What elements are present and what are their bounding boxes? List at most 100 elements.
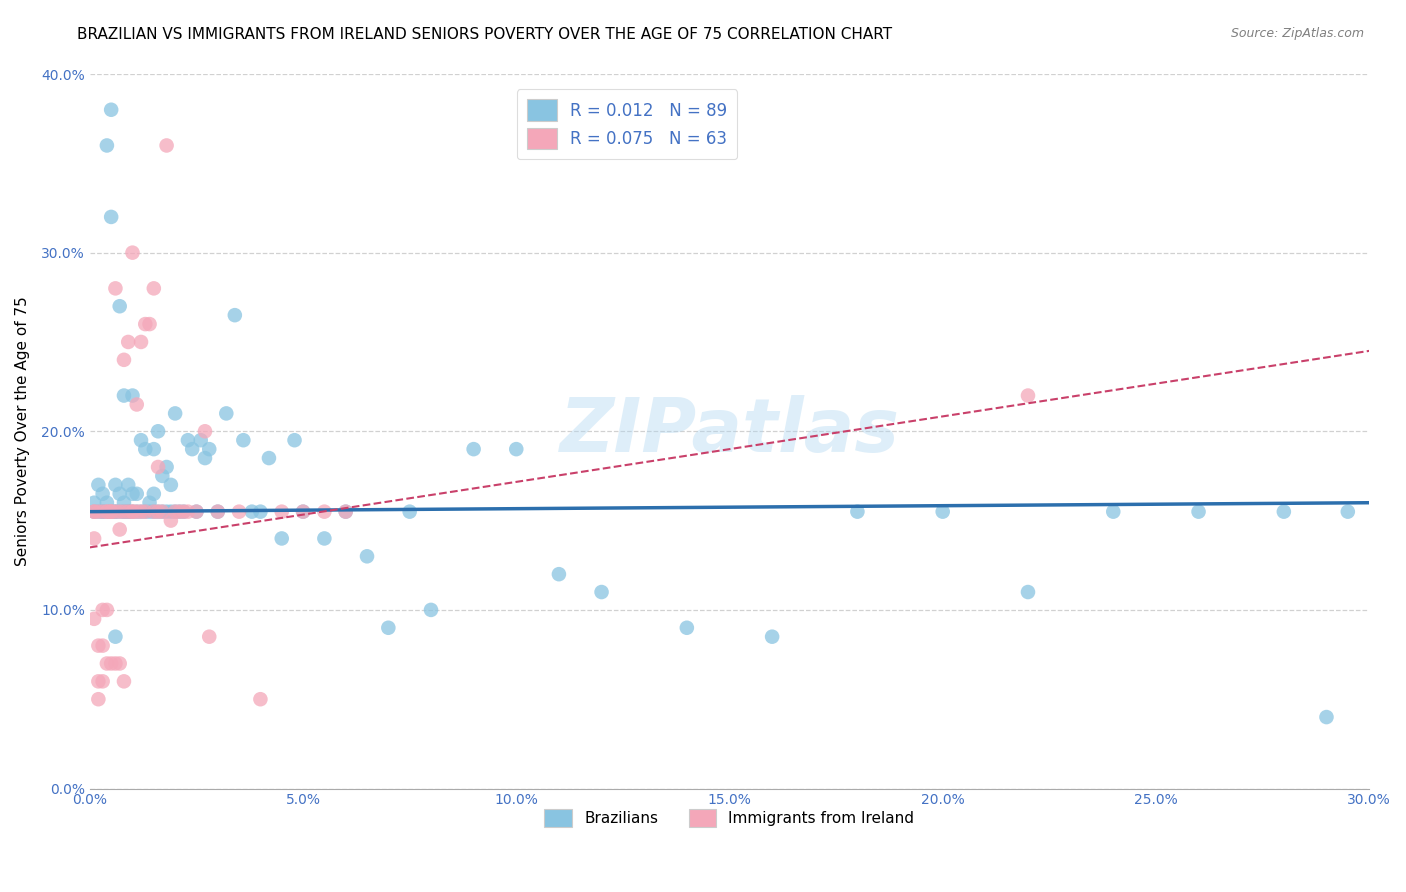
Text: ZIPatlas: ZIPatlas (560, 395, 900, 467)
Point (335, 505, 357, 519)
Point (121, 245, 143, 260)
Point (292, 505, 315, 519)
Point (117, 505, 139, 519)
Point (1102, 505, 1125, 519)
Point (104, 657, 127, 671)
Point (215, 406, 238, 420)
Point (83, 505, 105, 519)
Point (228, 505, 250, 519)
Point (186, 505, 208, 519)
Point (138, 505, 160, 519)
Point (169, 505, 191, 519)
Point (207, 505, 229, 519)
Point (108, 523, 131, 537)
Point (100, 505, 122, 519)
Point (91, 674, 114, 689)
Point (125, 505, 148, 519)
Point (146, 424, 169, 438)
Point (194, 424, 217, 438)
Point (108, 299, 131, 313)
Point (335, 505, 357, 519)
Point (83, 505, 105, 519)
Point (224, 308, 246, 322)
Point (177, 505, 200, 519)
Point (104, 478, 127, 492)
Point (87, 505, 110, 519)
Point (112, 505, 135, 519)
Point (100, 210, 122, 224)
Point (100, 505, 122, 519)
Point (198, 630, 221, 644)
Point (232, 434, 254, 448)
Point (108, 487, 131, 501)
Point (173, 505, 195, 519)
Point (96, 657, 118, 671)
Point (181, 442, 204, 457)
Point (169, 505, 191, 519)
Point (96, 505, 118, 519)
Point (283, 434, 305, 448)
Point (129, 334, 152, 349)
Y-axis label: Seniors Poverty Over the Age of 75: Seniors Poverty Over the Age of 75 (15, 296, 30, 566)
Point (198, 442, 221, 457)
Point (676, 621, 699, 635)
Point (112, 505, 135, 519)
Point (83, 505, 105, 519)
Point (314, 532, 336, 546)
Point (112, 352, 135, 367)
Point (249, 692, 271, 706)
Point (104, 505, 127, 519)
Point (377, 621, 399, 635)
Legend: Brazilians, Immigrants from Ireland: Brazilians, Immigrants from Ireland (537, 802, 922, 835)
Point (134, 442, 156, 457)
Point (100, 505, 122, 519)
Point (112, 674, 135, 689)
Point (121, 505, 143, 519)
Point (1187, 505, 1209, 519)
Point (142, 505, 165, 519)
Point (165, 406, 187, 420)
Point (146, 460, 169, 475)
Point (160, 505, 183, 519)
Point (142, 442, 165, 457)
Point (129, 434, 152, 448)
Point (146, 505, 169, 519)
Point (257, 451, 280, 466)
Point (207, 505, 229, 519)
Point (121, 505, 143, 519)
Point (155, 460, 177, 475)
Point (96, 496, 118, 510)
Point (91, 505, 114, 519)
Point (134, 317, 156, 331)
Point (160, 478, 183, 492)
Point (160, 514, 183, 528)
Point (150, 505, 173, 519)
Point (142, 281, 165, 295)
Point (155, 505, 177, 519)
Point (134, 505, 156, 519)
Point (142, 487, 165, 501)
Point (150, 469, 173, 483)
Point (108, 657, 131, 671)
Point (165, 505, 187, 519)
Point (91, 639, 114, 653)
Point (129, 505, 152, 519)
Point (129, 505, 152, 519)
Point (87, 692, 110, 706)
Point (150, 505, 173, 519)
Point (121, 487, 143, 501)
Point (87, 674, 110, 689)
Point (398, 505, 420, 519)
Point (249, 505, 271, 519)
Point (142, 505, 165, 519)
Point (91, 505, 114, 519)
Point (931, 505, 953, 519)
Point (117, 505, 139, 519)
Point (117, 478, 139, 492)
Point (186, 505, 208, 519)
Point (356, 549, 378, 564)
Point (117, 505, 139, 519)
Point (87, 505, 110, 519)
Point (240, 505, 263, 519)
Point (125, 397, 148, 411)
